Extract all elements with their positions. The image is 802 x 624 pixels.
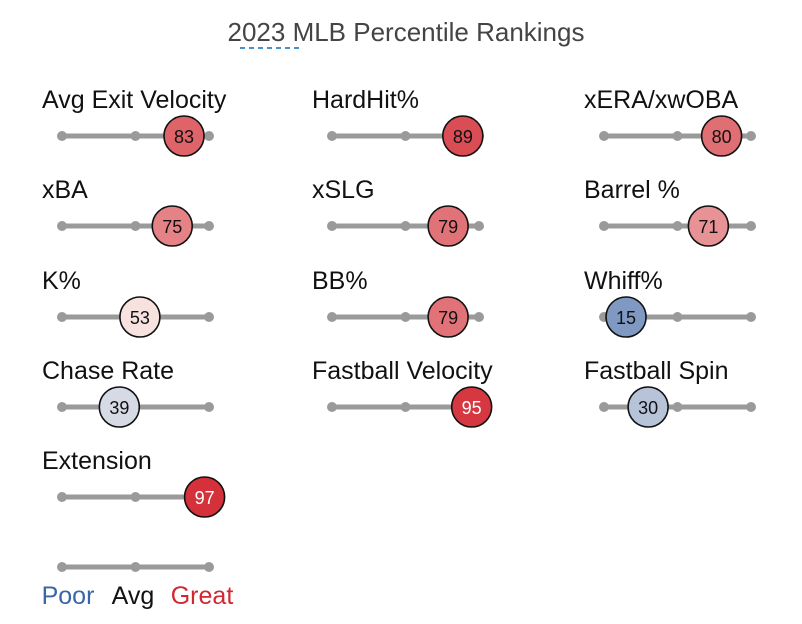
metric-xba: xBA 75: [42, 176, 214, 247]
metric-label: Avg Exit Velocity: [42, 86, 227, 114]
percentile-value: 89: [453, 127, 473, 147]
metric-hardhit: HardHit% 89: [312, 86, 484, 157]
metric-k: K% 53: [42, 267, 214, 338]
track-tick: [204, 221, 214, 231]
metric-xera-xwoba: xERA/xwOBA 80: [584, 86, 756, 157]
percentile-bubble: [119, 296, 161, 338]
track-tick: [204, 131, 214, 141]
metric-grid: Avg Exit Velocity 83 HardHit% 89 xERA/xwOBA 8…: [42, 86, 756, 518]
metric-barrel: Barrel % 71: [584, 176, 756, 247]
metric-label: Fastball Velocity: [312, 357, 493, 385]
track-tick: [400, 402, 411, 412]
metric-label: xERA/xwOBA: [584, 86, 739, 114]
percentile-bubble: [627, 386, 669, 428]
metric-label: Fastball Spin: [584, 357, 729, 385]
track-tick: [672, 131, 683, 141]
track-tick: [130, 492, 141, 502]
track-tick: [599, 221, 609, 231]
track-tick: [327, 312, 337, 322]
percentile-bubble: [442, 115, 484, 157]
percentile-bubble: [605, 296, 647, 338]
track-tick: [599, 131, 609, 141]
track-tick: [599, 402, 609, 412]
percentile-value: 53: [130, 308, 150, 328]
percentile-bubble: [427, 205, 469, 247]
percentile-value: 15: [616, 308, 636, 328]
legend: Poor Avg Great: [42, 562, 234, 610]
track-tick: [400, 221, 411, 231]
track-tick: [130, 131, 141, 141]
track-tick: [57, 221, 67, 231]
track-tick: [474, 312, 484, 322]
percentile-value: 97: [195, 488, 215, 508]
percentile-value: 39: [109, 398, 129, 418]
metric-avg-exit-velocity: Avg Exit Velocity 83: [42, 86, 227, 157]
track-tick: [672, 312, 683, 322]
metric-label: Whiff%: [584, 267, 663, 295]
percentile-value: 79: [438, 308, 458, 328]
track-tick: [327, 402, 337, 412]
track-tick: [204, 402, 214, 412]
metric-whiff: Whiff% 15: [584, 267, 756, 338]
metric-chase-rate: Chase Rate 39: [42, 357, 214, 428]
track-tick: [400, 131, 411, 141]
track-tick: [57, 402, 67, 412]
metric-bb: BB% 79: [312, 267, 484, 338]
percentile-bubble: [183, 476, 226, 518]
percentile-bubble: [163, 115, 205, 157]
track-tick: [204, 312, 214, 322]
track-tick: [57, 492, 67, 502]
percentile-value: 79: [438, 217, 458, 237]
track-tick: [672, 402, 683, 412]
percentile-value: 80: [712, 127, 732, 147]
percentile-value: 95: [462, 398, 482, 418]
track-tick: [130, 221, 141, 231]
track-tick: [746, 312, 756, 322]
legend-tick: [57, 562, 67, 572]
metric-xslg: xSLG 79: [312, 176, 484, 247]
percentile-value: 75: [162, 217, 182, 237]
metric-fastball-velocity: Fastball Velocity 95: [312, 357, 493, 428]
track-tick: [327, 221, 337, 231]
metric-label: HardHit%: [312, 86, 419, 114]
track-tick: [327, 131, 337, 141]
track-tick: [672, 221, 683, 231]
metric-label: Barrel %: [584, 176, 680, 204]
track-tick: [474, 221, 484, 231]
track-tick: [400, 312, 411, 322]
track-tick: [746, 402, 756, 412]
percentile-value: 71: [698, 217, 718, 237]
track-tick: [746, 221, 756, 231]
metric-label: BB%: [312, 267, 368, 295]
percentile-value: 30: [638, 398, 658, 418]
metric-extension: Extension 97: [42, 447, 226, 518]
chart-title: 2023 MLB Percentile Rankings: [228, 17, 585, 47]
metric-fastball-spin: Fastball Spin 30: [584, 357, 756, 428]
track-tick: [57, 131, 67, 141]
percentile-bubble: [427, 296, 469, 338]
metric-label: xSLG: [312, 176, 375, 204]
legend-great: Great: [171, 582, 234, 610]
track-tick: [57, 312, 67, 322]
percentile-bubble: [98, 386, 141, 428]
percentile-bubble: [151, 205, 194, 247]
percentile-bubble: [700, 115, 743, 157]
percentile-value: 83: [174, 127, 194, 147]
legend-tick: [130, 562, 141, 572]
metric-label: Chase Rate: [42, 357, 174, 385]
metric-label: K%: [42, 267, 81, 295]
metric-label: Extension: [42, 447, 152, 475]
track-tick: [746, 131, 756, 141]
percentile-bubble: [450, 386, 493, 428]
legend-avg: Avg: [112, 582, 155, 610]
legend-tick: [204, 562, 214, 572]
percentile-bubble: [687, 205, 730, 247]
legend-poor: Poor: [42, 582, 95, 610]
metric-label: xBA: [42, 176, 88, 204]
